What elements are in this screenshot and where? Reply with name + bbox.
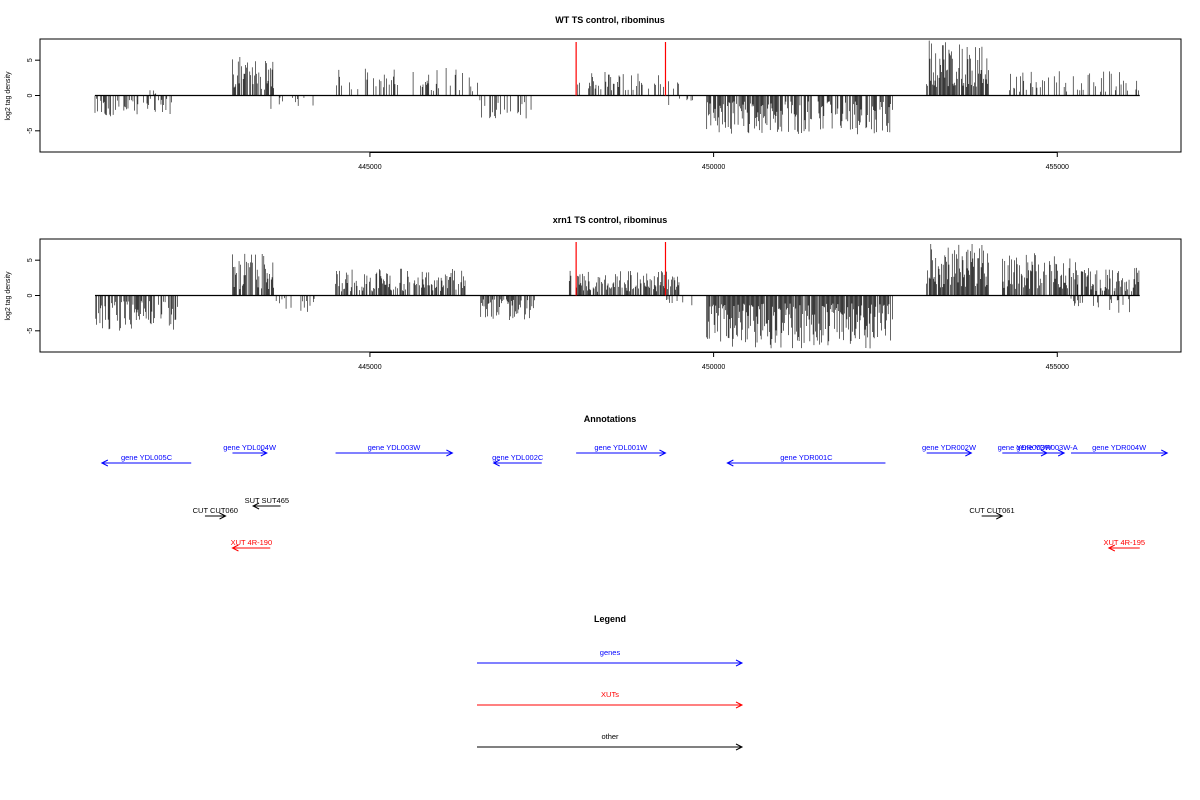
annotation-feature: gene YDR002W (922, 443, 977, 457)
x-axis: 445000 450000 455000 (358, 352, 1069, 371)
legend-item: other (477, 732, 744, 751)
y-axis: -5 0 5 (27, 58, 40, 134)
y-tick-label: 0 (27, 93, 34, 97)
marker-lines (575, 242, 667, 296)
panel-title: xrn1 TS control, ribominus (553, 215, 668, 225)
feature-arrow-head (251, 502, 260, 510)
annotation-feature: CUT CUT061 (969, 506, 1015, 520)
x-tick-label: 455000 (1046, 164, 1069, 171)
y-axis-label: log2 tag density (5, 271, 12, 321)
legend-items: genes XUTs other (477, 648, 744, 751)
legend-arrow-head (735, 659, 744, 667)
y-axis: -5 0 5 (27, 258, 40, 334)
y-tick-label: 0 (27, 293, 34, 297)
x-tick-label: 450000 (702, 364, 725, 371)
legend-item: genes (477, 648, 744, 667)
annotation-feature: gene YDL002C (492, 453, 544, 467)
y-tick-label: 5 (27, 258, 34, 262)
feature-arrow-head (446, 449, 454, 457)
legend-arrow-head (735, 701, 744, 709)
x-tick-label: 445000 (358, 364, 381, 371)
feature-label: XUT 4R-195 (1104, 538, 1146, 547)
coverage-bars (94, 40, 1140, 135)
annotations-title: Annotations (584, 414, 637, 424)
panel-title: WT TS control, ribominus (555, 15, 665, 25)
y-tick-label: 5 (27, 58, 34, 62)
feature-arrow-head (231, 544, 239, 552)
feature-label: SUT SUT465 (245, 496, 289, 505)
feature-label: CUT CUT061 (969, 506, 1014, 515)
feature-label: gene YDL004W (223, 443, 277, 452)
feature-label: gene YDR001C (780, 453, 833, 462)
annotation-feature: XUT 4R-190 (231, 538, 273, 552)
annotation-feature: gene YDL004W (223, 443, 277, 457)
x-tick-label: 455000 (1046, 364, 1069, 371)
x-axis: 445000 450000 455000 (358, 152, 1069, 171)
annotation-feature: XUT 4R-195 (1104, 538, 1146, 552)
annotation-feature: SUT SUT465 (245, 496, 289, 510)
annotation-feature: CUT CUT060 (193, 506, 238, 520)
annotation-feature: gene YDL003W (335, 443, 454, 457)
legend-arrow-head (735, 743, 744, 751)
feature-label: gene YDR004W (1092, 443, 1147, 452)
feature-arrow-head (1107, 544, 1116, 552)
coverage-bars (94, 243, 1140, 349)
annotation-feature: gene YDL005C (100, 453, 192, 467)
annotation-feature: gene YDR004W (1071, 443, 1169, 457)
feature-label: CUT CUT060 (193, 506, 238, 515)
legend-item: XUTs (477, 690, 744, 709)
feature-label: gene YDR003W (998, 443, 1053, 452)
y-tick-label: -5 (27, 128, 34, 134)
xrn1-coverage-panel: xrn1 TS control, ribominus 445000 450000 4… (5, 215, 1182, 371)
y-axis-label: log2 tag density (5, 71, 12, 121)
annotation-feature: gene YDR003W-A (1016, 443, 1078, 457)
wt-coverage-panel: WT TS control, ribominus 445000 450000 455… (5, 15, 1182, 171)
marker-lines (575, 42, 667, 96)
feature-arrow-head (492, 459, 500, 467)
feature-label: gene YDL002C (492, 453, 544, 462)
feature-label: gene YDL003W (368, 443, 422, 452)
feature-arrow-head (100, 459, 109, 467)
x-tick-label: 445000 (358, 164, 381, 171)
legend-title: Legend (594, 614, 626, 624)
feature-arrow-head (726, 459, 734, 467)
feature-label: gene YDR002W (922, 443, 977, 452)
feature-arrow-head (1057, 449, 1066, 457)
feature-arrow-head (659, 449, 667, 457)
feature-arrow-head (1161, 449, 1169, 457)
feature-label: XUT 4R-190 (231, 538, 273, 547)
legend-label: other (601, 732, 619, 741)
feature-arrow-head (219, 512, 227, 520)
annotation-feature: gene YDL001W (576, 443, 667, 457)
feature-arrow-head (260, 449, 268, 457)
feature-label: gene YDL001W (594, 443, 648, 452)
legend-label: XUTs (601, 690, 619, 699)
feature-label: gene YDL005C (121, 453, 173, 462)
annotation-features: gene YDL005C gene YDL004W gene YDL003W gene… (100, 443, 1169, 552)
x-tick-label: 450000 (702, 164, 725, 171)
feature-arrow-head (996, 512, 1004, 520)
annotation-feature: gene YDR001C (726, 453, 886, 467)
legend: Legend genes XUTs other (477, 614, 744, 751)
feature-arrow-head (965, 449, 973, 457)
legend-label: genes (600, 648, 621, 657)
feature-label: gene YDR003W-A (1016, 443, 1077, 452)
y-tick-label: -5 (27, 328, 34, 334)
